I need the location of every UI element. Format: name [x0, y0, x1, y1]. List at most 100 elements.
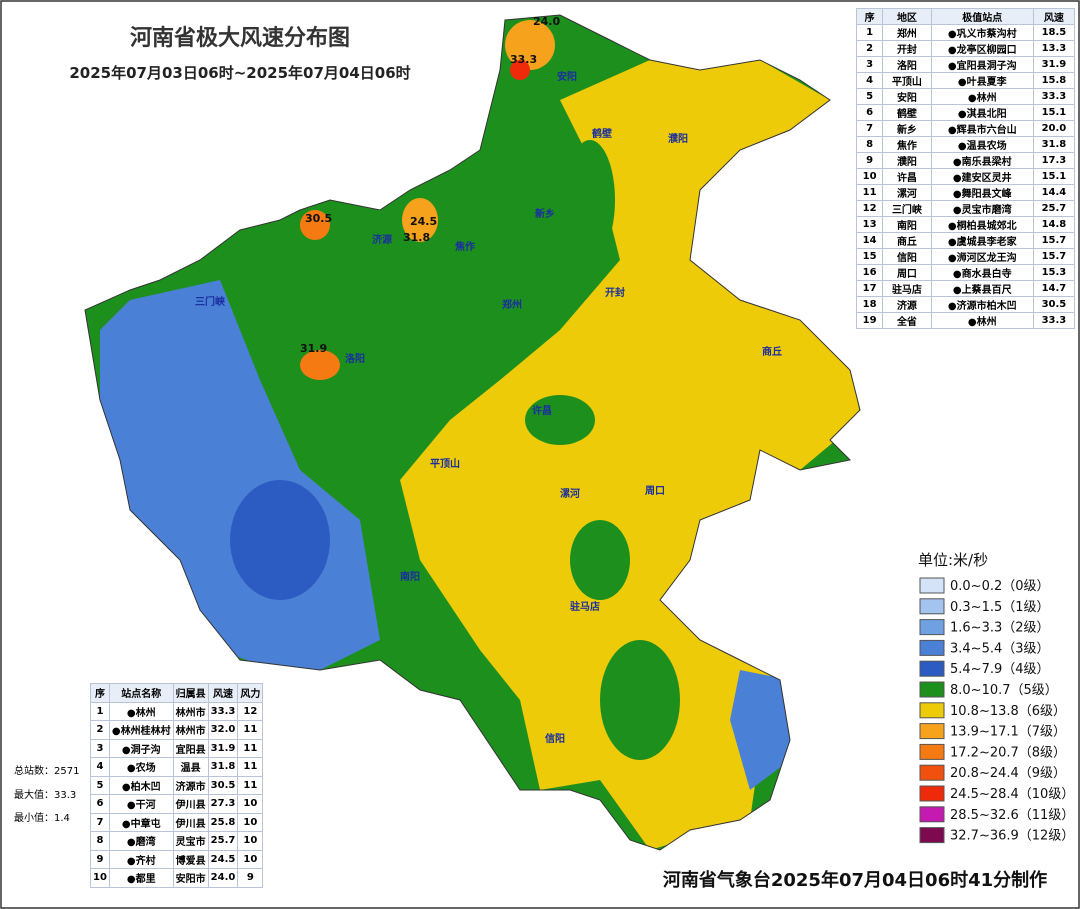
- column-header: 序: [90, 683, 110, 703]
- table-cell: 林州市: [172, 720, 209, 740]
- city-label: 信阳: [545, 732, 565, 745]
- table-cell: 24.0: [207, 868, 239, 888]
- table-row: 15 信阳 ●浉河区龙王沟 15.7: [855, 248, 1076, 265]
- city-label: 商丘: [762, 345, 782, 358]
- column-header: 站点名称: [108, 683, 174, 703]
- table-row: 8 ●磨湾 灵宝市 25.7 10: [90, 831, 264, 851]
- city-label: 三门峡: [195, 295, 225, 308]
- table-cell: 18.5: [1032, 24, 1076, 41]
- header-row: 序站点名称 归属县 风速 风力: [90, 683, 264, 703]
- legend-swatch: [919, 743, 945, 760]
- legend-label: 3.4~5.4（3级）: [950, 641, 1050, 656]
- table-cell: ●济源市柏木凹: [930, 296, 1034, 313]
- table-cell: 15.1: [1032, 168, 1076, 185]
- table-cell: ●洞子沟: [108, 738, 174, 758]
- table-cell: ●农场: [108, 757, 174, 777]
- legend-swatch: [919, 577, 945, 594]
- city-label: 鹤壁: [591, 127, 612, 140]
- table-row: 11 漯河 ●舞阳县文峰 14.4: [855, 184, 1076, 201]
- legend-swatch: [919, 785, 945, 802]
- table-cell: 灵宝市: [172, 831, 209, 851]
- table-cell: 13: [855, 216, 884, 233]
- table-cell: ●淇县北阳: [930, 104, 1034, 121]
- table-cell: ●巩义市蔡沟村: [930, 24, 1034, 41]
- city-label: 许昌: [532, 404, 552, 417]
- table-cell: 31.9: [207, 738, 239, 758]
- table-cell: 10: [237, 812, 264, 832]
- table-cell: 33.3: [1032, 312, 1076, 329]
- table-cell: ●叶县夏李: [930, 72, 1034, 89]
- table-cell: 15.8: [1032, 72, 1076, 89]
- column-header: 风力: [237, 683, 264, 703]
- top-station-table: 序站点名称 归属县 风速 风力 1 ●林州 林州市 33.3 12 2 ●林州桂林村 林州市 32.0 1…: [90, 683, 264, 888]
- table-cell: ●温县农场: [930, 136, 1034, 153]
- legend-label: 20.8~24.4（9级）: [950, 766, 1066, 781]
- table-cell: 4: [855, 72, 884, 89]
- table-cell: 安阳市: [172, 868, 209, 888]
- table-cell: 郑州: [882, 24, 932, 41]
- table-cell: 20.0: [1032, 120, 1076, 137]
- table-cell: 10: [237, 849, 264, 869]
- table-cell: ●林州桂林村: [108, 720, 174, 740]
- table-cell: ●中章屯: [108, 812, 174, 832]
- table-cell: 10: [90, 868, 110, 888]
- table-cell: 30.5: [1032, 296, 1076, 313]
- legend-swatch: [919, 723, 945, 740]
- table-cell: 16: [855, 264, 884, 281]
- table-cell: 2: [855, 40, 884, 57]
- table-cell: 11: [237, 757, 264, 777]
- table-cell: 博爱县: [172, 849, 209, 869]
- legend-label: 8.0~10.7（5级）: [950, 683, 1058, 698]
- table-cell: 6: [90, 794, 110, 814]
- table-cell: 宜阳县: [172, 738, 209, 758]
- legend-label: 24.5~28.4（10级）: [950, 787, 1074, 802]
- table-cell: ●宜阳县洞子沟: [930, 56, 1034, 73]
- table-row: 10 ●都里 安阳市 24.0 9: [90, 868, 264, 888]
- table-cell: 31.9: [1032, 56, 1076, 73]
- table-cell: ●桐柏县城郊北: [930, 216, 1034, 233]
- table-cell: 33.3: [1032, 88, 1076, 105]
- table-row: 12 三门峡 ●灵宝市磨湾 25.7: [855, 200, 1076, 217]
- table-row: 1 ●林州 林州市 33.3 12: [90, 701, 264, 721]
- table-cell: 6: [855, 104, 884, 121]
- table-row: 7 ●中章屯 伊川县 25.8 10: [90, 812, 264, 832]
- table-cell: 濮阳: [882, 152, 932, 169]
- header-row: 序地区 极值站点 风速: [855, 8, 1076, 25]
- table-cell: 安阳: [882, 88, 932, 105]
- table-cell: 14.7: [1032, 280, 1076, 297]
- legend-label: 28.5~32.6（11级）: [950, 808, 1074, 823]
- peak-label: 30.5: [305, 212, 332, 225]
- table-cell: 7: [90, 812, 110, 832]
- table-cell: 信阳: [882, 248, 932, 265]
- column-header: 归属县: [172, 683, 209, 703]
- legend-swatch: [919, 764, 945, 781]
- table-row: 5 安阳 ●林州 33.3: [855, 88, 1076, 105]
- footer: 河南省气象台2025年07月04日06时41分制作: [663, 869, 1047, 891]
- table-cell: ●虞城县李老家: [930, 232, 1034, 249]
- city-label: 南阳: [400, 570, 420, 583]
- stat: 最大值：33.3: [14, 790, 77, 801]
- table-cell: ●舞阳县文峰: [930, 184, 1034, 201]
- table-cell: ●辉县市六台山: [930, 120, 1034, 137]
- table-cell: 全省: [882, 312, 932, 329]
- table-cell: 林州市: [172, 701, 209, 721]
- table-cell: 漯河: [882, 184, 932, 201]
- city-label: 郑州: [502, 298, 522, 311]
- table-cell: 12: [855, 200, 884, 217]
- table-cell: 周口: [882, 264, 932, 281]
- legend-swatch: [919, 619, 945, 636]
- legend-swatch: [919, 639, 945, 656]
- table-cell: 31.8: [1032, 136, 1076, 153]
- table-cell: 31.8: [207, 757, 239, 777]
- table-cell: 25.8: [207, 812, 239, 832]
- table-cell: ●林州: [930, 312, 1034, 329]
- table-cell: ●磨湾: [108, 831, 174, 851]
- legend-label: 0.0~0.2（0级）: [950, 579, 1050, 594]
- legend-swatch: [919, 660, 945, 677]
- city-label: 新乡: [535, 207, 555, 220]
- column-header: 风速: [207, 683, 239, 703]
- legend-label: 5.4~7.9（4级）: [950, 662, 1050, 677]
- legend-swatch: [919, 598, 945, 615]
- table-cell: 18: [855, 296, 884, 313]
- table-cell: 新乡: [882, 120, 932, 137]
